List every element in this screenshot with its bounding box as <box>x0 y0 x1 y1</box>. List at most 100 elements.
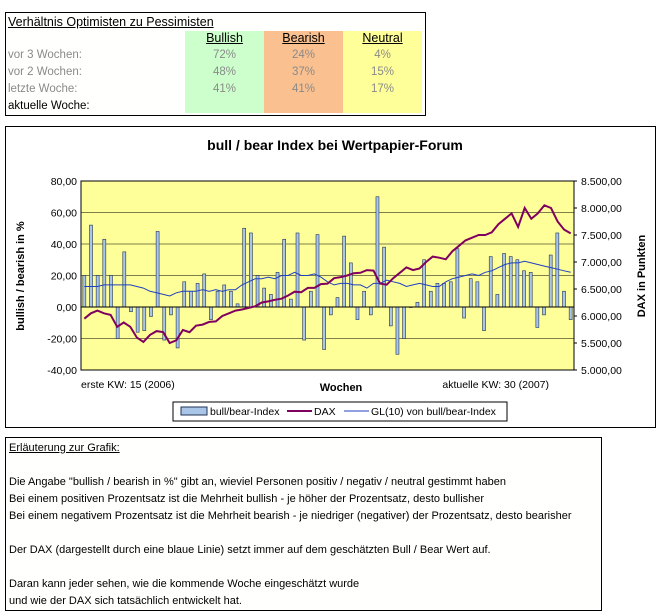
bar <box>542 306 546 316</box>
header-bearish: Bearish <box>282 31 325 45</box>
bar <box>355 306 360 320</box>
bull-bear-chart: bull / bear Index bei Wertpapier-Forum 8… <box>15 137 648 422</box>
bar <box>255 275 260 308</box>
right-axis-ticks: 8.500,00 8.000,00 7.500,00 7.000,00 6.500,00… <box>574 176 622 377</box>
legend-box <box>172 401 508 422</box>
y-tick-label: 0,00 <box>57 302 78 314</box>
bar <box>528 272 533 308</box>
header-bullish: Bullish <box>206 31 243 45</box>
bar <box>535 306 540 328</box>
bar <box>229 290 233 308</box>
cell-lw-neutral: 17% <box>370 83 395 95</box>
bar <box>222 284 227 308</box>
bar <box>415 301 420 308</box>
bar <box>555 232 560 308</box>
bar <box>502 253 506 308</box>
bar <box>508 256 513 308</box>
bar <box>382 246 386 308</box>
bar <box>142 306 147 331</box>
bar <box>109 275 113 308</box>
bar <box>442 283 446 308</box>
legend-label-dax: DAX <box>314 406 336 418</box>
y2-axis-label: DAX in Punkten <box>636 234 648 317</box>
bar <box>482 306 486 331</box>
y-tick-label: 80,00 <box>51 176 77 188</box>
row-label-2-weeks: vor 2 Wochen: <box>8 66 82 78</box>
gl10-line <box>84 260 571 297</box>
y-tick-label: 60,00 <box>51 208 77 220</box>
bar <box>295 232 300 308</box>
explanation-heading: Erläuterung zur Grafik: <box>9 442 120 454</box>
legend-bar-swatch <box>180 406 208 416</box>
y-tick-label: -20,00 <box>47 334 77 346</box>
explanation-line: Die Angabe "bullish / bearish in %" gibt… <box>9 476 506 488</box>
bar <box>315 234 320 308</box>
legend-label-gl: GL(10) von bull/bear-Index <box>371 406 497 418</box>
bars-group <box>82 196 573 355</box>
bar <box>195 283 200 308</box>
bar <box>522 270 526 308</box>
header-neutral: Neutral <box>362 31 403 45</box>
bar <box>82 275 87 308</box>
bar <box>302 306 306 341</box>
bullish-column-bg <box>185 31 264 113</box>
x-axis-label: Wochen <box>320 382 363 394</box>
bar <box>402 306 406 339</box>
bar <box>448 281 453 308</box>
row-label-current-week: aktuelle Woche: <box>8 100 90 112</box>
y2-tick-label: 5.000,00 <box>581 365 622 377</box>
bar <box>169 306 173 316</box>
bar <box>189 290 193 308</box>
summary-title: Verhältnis Optimisten zu Pessimisten <box>8 15 214 29</box>
x-end-label: aktuelle KW: 30 (2007) <box>442 379 549 391</box>
y-tick-label: -40,00 <box>47 365 77 377</box>
chart-explanation-box: Erläuterung zur Grafik: Die Angabe "bull… <box>5 437 602 611</box>
legend-label-bars: bull/bear-Index <box>210 406 280 418</box>
explanation-line: Bei einem positiven Prozentsatz ist die … <box>9 493 485 505</box>
bar <box>488 256 493 308</box>
bar <box>515 259 520 308</box>
y2-tick-label: 7.000,00 <box>581 257 622 269</box>
legend: bull/bear-Index DAX GL(10) von bull/bear… <box>172 401 508 422</box>
cell-lw-bearish: 41% <box>291 83 316 95</box>
bar <box>209 306 213 320</box>
bar <box>468 278 473 308</box>
y2-tick-label: 8.000,00 <box>581 203 622 215</box>
bar <box>175 306 180 349</box>
y2-tick-label: 8.500,00 <box>581 176 622 188</box>
chart-title: bull / bear Index bei Wertpapier-Forum <box>207 137 463 153</box>
neutral-column-bg <box>343 31 422 113</box>
bar <box>89 224 93 308</box>
bar <box>249 232 253 308</box>
bar <box>329 306 333 316</box>
bar <box>369 306 373 316</box>
bar <box>242 227 247 308</box>
dax-line <box>83 204 572 345</box>
bar <box>362 290 366 308</box>
explanation-line: Der DAX (dargestellt durch eine blaue Li… <box>9 544 491 556</box>
x-start-label: erste KW: 15 (2006) <box>81 379 175 391</box>
bar <box>149 306 153 317</box>
bar <box>102 238 107 308</box>
bar <box>548 254 553 308</box>
bar <box>155 231 160 308</box>
bar <box>342 235 346 308</box>
cell-2w-neutral: 15% <box>370 66 395 78</box>
bar <box>115 306 120 339</box>
y2-tick-label: 6.000,00 <box>581 311 622 323</box>
bar <box>335 297 340 308</box>
explanation-line: und wie der DAX sich tatsächlich entwick… <box>9 595 242 607</box>
row-label-last-week: letzte Woche: <box>8 83 78 95</box>
y2-tick-label: 6.500,00 <box>581 284 622 296</box>
bar <box>422 259 426 308</box>
sentiment-summary-table: Verhältnis Optimisten zu Pessimisten Bul… <box>5 12 426 116</box>
cell-2w-bearish: 37% <box>291 66 316 78</box>
bar <box>289 298 293 308</box>
bar <box>388 306 393 327</box>
bar <box>129 306 133 313</box>
cell-3w-bullish: 72% <box>212 49 237 61</box>
cell-2w-bullish: 48% <box>212 66 237 78</box>
bar <box>309 290 313 308</box>
bar <box>495 294 500 308</box>
bar <box>262 287 267 308</box>
